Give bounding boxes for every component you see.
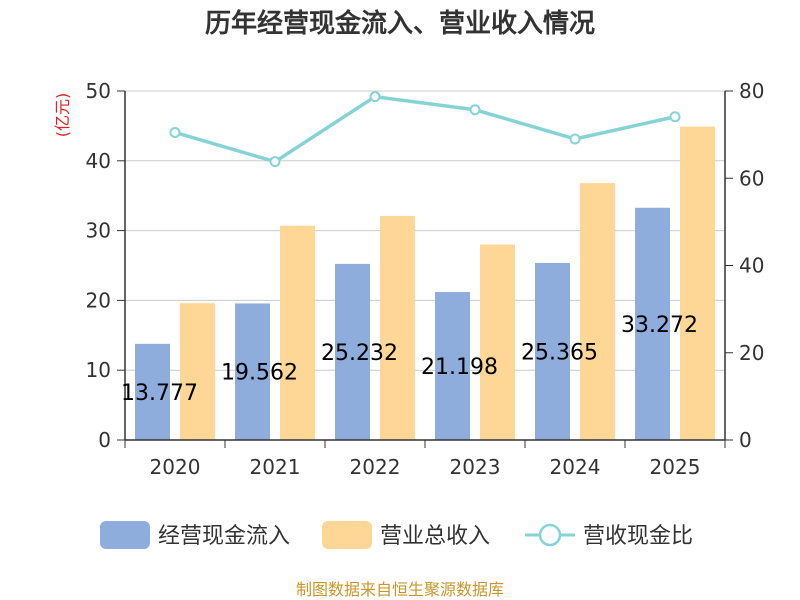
bar-revenue-2024 [580,183,615,441]
left-tick-label-0: 0 [98,428,111,452]
bar-cash-inflow-2024 [535,262,570,440]
right-tick-label-40: 40 [739,254,764,278]
left-tick-label-20: 20 [86,288,111,312]
ratio-point-2020 [169,126,181,138]
ratio-point-2021 [269,156,281,168]
data-label-cash-inflow-2021: 19.562 [221,361,298,386]
ratio-point-2022 [369,91,381,103]
legend-swatch-0 [100,521,150,549]
left-tick-label-50: 50 [86,79,111,103]
left-tick-label-10: 10 [86,358,111,382]
ratio-point-2023 [469,104,481,116]
bar-cash-inflow-2020 [135,343,170,440]
bar-revenue-2025 [680,126,715,441]
right-axis-unit: % [796,84,800,99]
x-tick-label-2022: 2022 [350,455,401,479]
bar-cash-inflow-2023 [435,292,470,440]
bar-revenue-2021 [280,225,315,440]
axes: 0 10 20 30 40 50 0 20 40 60 80 2020 2021 2022 2023 2024… [86,79,765,479]
bars [135,126,715,441]
left-tick-label-40: 40 [86,149,111,173]
bar-revenue-2023 [480,244,515,440]
chart-title: 历年经营现金流入、营业收入情况 [205,8,595,39]
legend: 经营现金流入 营业总收入 营收现金比 [100,521,693,549]
left-tick-label-30: 30 [86,219,111,243]
bar-cash-inflow-2022 [335,263,370,440]
legend-label-0: 经营现金流入 [158,524,290,549]
ratio-point-2025 [669,111,681,123]
x-tick-label-2020: 2020 [150,455,201,479]
data-label-cash-inflow-2023: 21.198 [421,355,498,380]
left-axis-unit: (亿元) [53,93,72,138]
legend-label-1: 营业总收入 [380,524,490,549]
data-label-cash-inflow-2022: 25.232 [321,341,398,366]
right-tick-label-60: 60 [739,166,764,190]
data-label-cash-inflow-2024: 25.365 [521,340,598,365]
legend-swatch-1 [322,521,372,549]
bar-revenue-2022 [380,215,415,440]
legend-label-2: 营收现金比 [583,524,693,549]
ratio-line [169,91,681,168]
bar-revenue-2020 [180,303,215,440]
bar-cash-inflow-2025 [635,207,670,440]
data-label-cash-inflow-2020: 13.777 [121,381,198,406]
data-labels: 13.777 19.562 25.232 21.198 25.365 33.272 [121,313,698,406]
gridlines [125,90,725,371]
data-label-cash-inflow-2025: 33.272 [621,313,698,338]
legend-marker-2 [538,523,562,547]
right-tick-label-80: 80 [739,79,764,103]
x-tick-label-2021: 2021 [250,455,301,479]
bar-cash-inflow-2021 [235,303,270,440]
x-tick-label-2023: 2023 [450,455,501,479]
right-tick-label-0: 0 [739,428,752,452]
right-tick-label-20: 20 [739,341,764,365]
source-note: 制图数据来自恒生聚源数据库 [296,580,504,599]
x-tick-label-2025: 2025 [650,455,701,479]
ratio-line-path [174,94,676,164]
ratio-point-2024 [569,133,581,145]
x-tick-label-2024: 2024 [550,455,601,479]
